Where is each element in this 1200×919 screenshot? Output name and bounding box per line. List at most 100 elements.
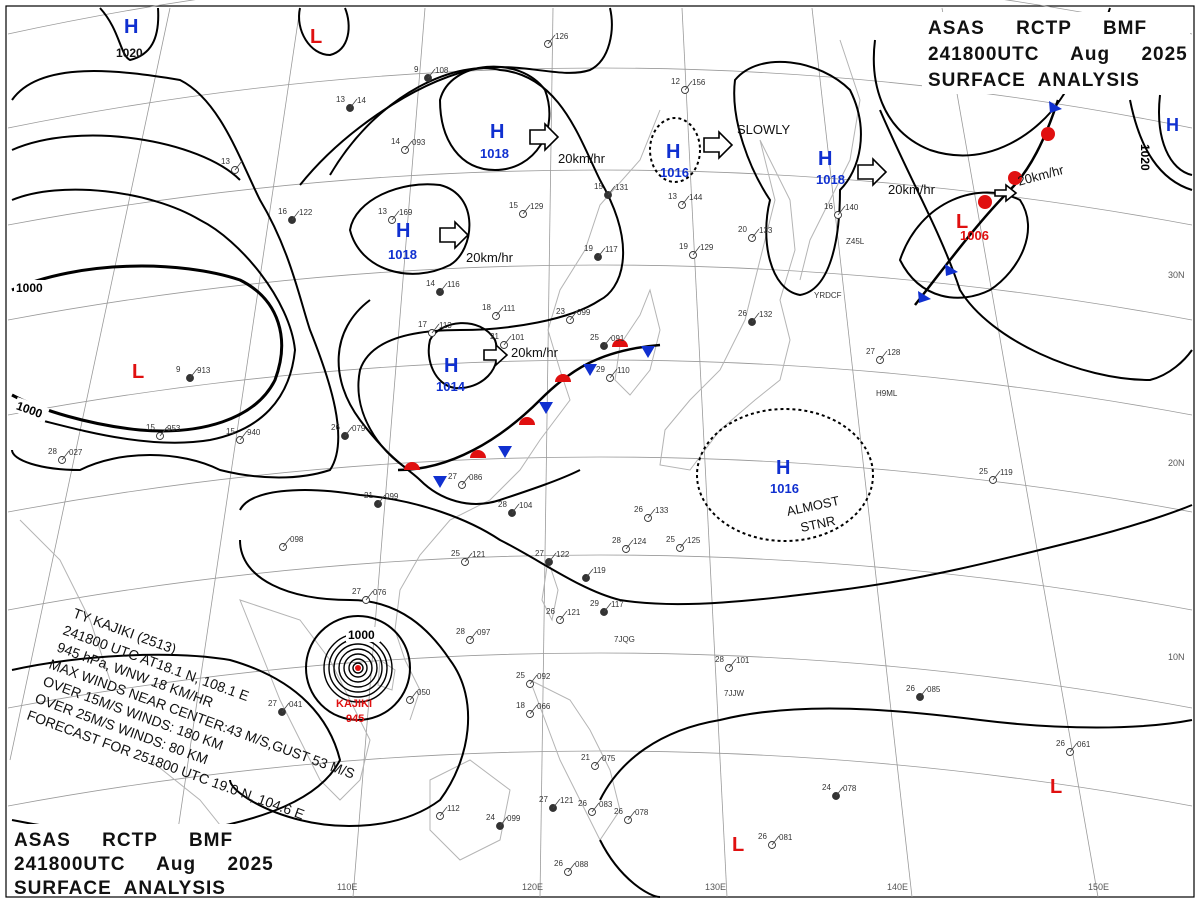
- isobar: [298, 7, 350, 57]
- station-pressure: 099: [385, 492, 399, 501]
- parallel-10n: [7, 554, 1193, 611]
- isobar: [11, 188, 297, 444]
- warm-front-symbol: [555, 374, 571, 382]
- station-plot: 12 156: [671, 77, 706, 94]
- motion-arrow: [439, 220, 470, 250]
- station-plot: 112: [436, 804, 460, 820]
- high-center-symbol: H: [776, 457, 790, 479]
- station-temperature: 25: [516, 671, 525, 680]
- longitude-label: 120E: [522, 882, 543, 892]
- station-temperature: 9: [176, 365, 181, 374]
- isobar: [427, 322, 499, 390]
- station-pressure: 061: [1077, 740, 1091, 749]
- wind-barb: [591, 802, 600, 813]
- isobar-1000: [11, 264, 283, 433]
- motion-arrow: [857, 157, 888, 187]
- station-pressure: 126: [555, 32, 569, 41]
- station-temperature: 25: [979, 467, 988, 476]
- header-line: SURFACE ANALYSIS: [14, 878, 226, 899]
- typhoon-pressure: 945: [346, 713, 364, 725]
- isobar: [11, 134, 241, 181]
- motion-speed-label: 20km/hr: [558, 151, 606, 166]
- wind-barb: [469, 630, 478, 641]
- parallel-40n: [7, 0, 1193, 35]
- high-center-symbol: H: [444, 355, 458, 377]
- wind-barb: [409, 690, 418, 701]
- station-plot: 18 066: [516, 701, 551, 718]
- station-plot: 17 113: [418, 320, 452, 337]
- station-pressure: 093: [412, 138, 426, 147]
- meridian-90e: [9, 7, 171, 761]
- cold-front-symbol: [583, 364, 597, 376]
- wind-barb: [684, 80, 693, 91]
- isobar-label: 1000: [16, 281, 43, 295]
- station-temperature: 26: [546, 607, 555, 616]
- station-pressure: 121: [472, 550, 486, 559]
- isobar: [11, 70, 340, 479]
- station-plot: 26 088: [554, 859, 589, 876]
- station-temperature: 20: [738, 225, 747, 234]
- station-pressure: 121: [567, 608, 581, 617]
- station-pressure: 099: [577, 308, 591, 317]
- wind-barb: [464, 552, 473, 563]
- high-center-symbol: H: [666, 141, 680, 163]
- wind-barb: [461, 475, 470, 486]
- coast-korea: [614, 288, 661, 396]
- wind-barb: [647, 508, 656, 519]
- wind-barb: [751, 228, 760, 239]
- wind-barb: [837, 205, 846, 216]
- wind-barb: [529, 704, 538, 715]
- center-pressure-value: 1018: [388, 247, 417, 262]
- station-plot: 26 079: [331, 423, 366, 440]
- station-temperature: 12: [671, 77, 680, 86]
- coast-japan: [659, 139, 796, 471]
- low-center-symbol: L: [132, 361, 144, 383]
- station-temperature: 26: [634, 505, 643, 514]
- station-pressure: 953: [167, 424, 181, 433]
- stationary-label: STNR: [799, 513, 837, 535]
- station-plot: 26 132: [738, 309, 773, 326]
- weak-high-contour: [649, 117, 701, 183]
- wind-barb: [239, 430, 248, 441]
- ship-id: Z45L: [846, 237, 865, 246]
- station-temperature: 15: [594, 182, 603, 191]
- warm-front-symbol: [612, 339, 628, 347]
- map-frame: [5, 5, 1195, 898]
- ship-id: 7JJW: [724, 689, 744, 698]
- coast-hainan: [377, 659, 396, 691]
- station-temperature: 25: [666, 535, 675, 544]
- station-plot: 28 101: [715, 655, 750, 672]
- station-temperature: 26: [1056, 739, 1065, 748]
- station-pressure: 116: [447, 280, 460, 289]
- station-plot: 14 116: [426, 279, 460, 296]
- parallel-15n: [7, 456, 1193, 513]
- station-plot: 15 131: [594, 182, 629, 199]
- station-temperature: 13: [668, 192, 677, 201]
- station-temperature: 26: [738, 309, 747, 318]
- wind-barb: [692, 245, 701, 256]
- header-line: SURFACE ANALYSIS: [928, 70, 1140, 91]
- wind-barb: [529, 674, 538, 685]
- wind-barb: [603, 602, 612, 613]
- wind-barb: [427, 68, 436, 79]
- station-plot: 21 101: [490, 332, 525, 349]
- station-plot: 050: [406, 688, 431, 704]
- station-temperature: 14: [426, 279, 435, 288]
- ship-id: 7JQG: [614, 635, 635, 644]
- station-pressure: 083: [599, 800, 613, 809]
- station-plot: 27 122: [535, 549, 570, 566]
- station-temperature: 27: [268, 699, 277, 708]
- wind-barb: [522, 204, 531, 215]
- station-pressure: 156: [692, 78, 706, 87]
- station-temperature: 19: [679, 242, 688, 251]
- station-pressure: 119: [593, 566, 606, 575]
- header-top-right: ASAS RCTP BMF 241800UTC Aug 2025 SURFACE…: [922, 12, 1190, 94]
- station-plot: 29 117: [590, 599, 624, 616]
- warm-front-symbol: [1008, 171, 1022, 185]
- station-pressure: 078: [843, 784, 857, 793]
- station-pressure: 076: [373, 588, 387, 597]
- isobar: [99, 7, 160, 62]
- motion-arrow: [703, 130, 734, 160]
- motion-speed-label: 20km/hr: [511, 345, 559, 360]
- wind-barb: [282, 537, 291, 548]
